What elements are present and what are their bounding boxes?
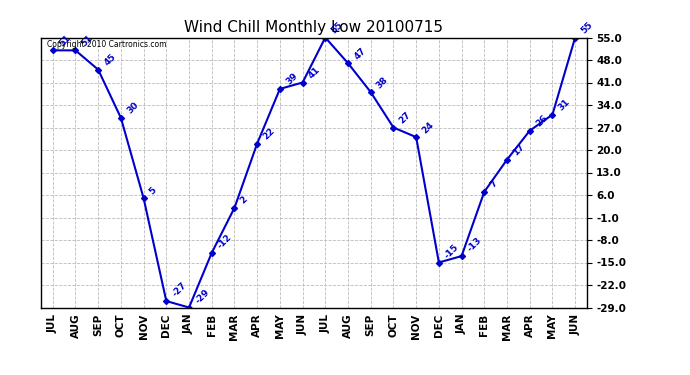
Title: Wind Chill Monthly Low 20100715: Wind Chill Monthly Low 20100715 bbox=[184, 20, 444, 35]
Text: 45: 45 bbox=[102, 52, 117, 68]
Text: 7: 7 bbox=[489, 179, 500, 190]
Text: -12: -12 bbox=[216, 233, 234, 251]
Text: 22: 22 bbox=[262, 126, 277, 141]
Text: 38: 38 bbox=[375, 75, 390, 90]
Text: 27: 27 bbox=[397, 110, 413, 125]
Text: 5: 5 bbox=[148, 185, 159, 196]
Text: -27: -27 bbox=[170, 281, 188, 299]
Text: 41: 41 bbox=[307, 65, 322, 80]
Text: 51: 51 bbox=[79, 33, 95, 48]
Text: -29: -29 bbox=[193, 287, 211, 305]
Text: 30: 30 bbox=[125, 100, 140, 116]
Text: -13: -13 bbox=[466, 236, 484, 254]
Text: 47: 47 bbox=[352, 46, 368, 61]
Text: Copyright 2010 Cartronics.com: Copyright 2010 Cartronics.com bbox=[47, 40, 166, 49]
Text: 24: 24 bbox=[420, 120, 435, 135]
Text: 39: 39 bbox=[284, 72, 299, 87]
Text: 31: 31 bbox=[557, 97, 572, 112]
Text: -15: -15 bbox=[443, 243, 461, 260]
Text: 55: 55 bbox=[329, 20, 345, 35]
Text: 26: 26 bbox=[534, 113, 549, 129]
Text: 17: 17 bbox=[511, 142, 526, 158]
Text: 55: 55 bbox=[580, 20, 595, 35]
Text: 51: 51 bbox=[57, 33, 72, 48]
Text: 2: 2 bbox=[239, 195, 249, 206]
